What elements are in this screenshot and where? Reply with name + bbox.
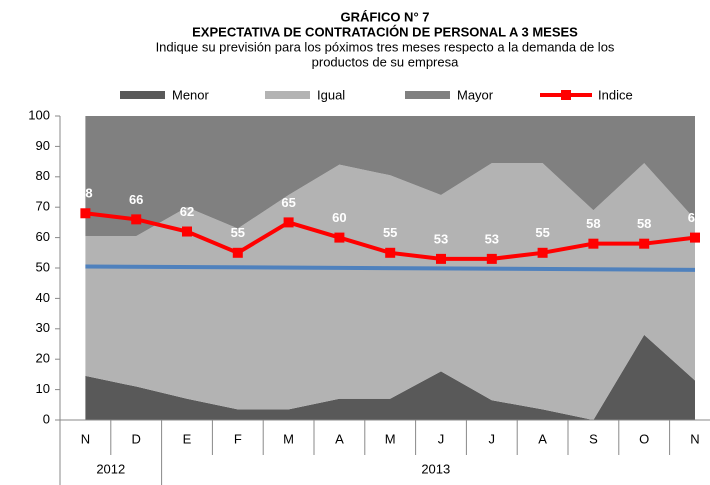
y-tick-label: 90 xyxy=(36,138,50,153)
area xyxy=(85,163,695,420)
marker xyxy=(283,217,294,228)
data-label: 62 xyxy=(180,204,194,219)
chart-title: EXPECTATIVA DE CONTRATACIÓN DE PERSONAL … xyxy=(192,24,578,39)
legend-swatch xyxy=(265,91,310,99)
marker xyxy=(690,232,700,243)
chart-title: GRÁFICO N° 7 xyxy=(341,9,430,24)
chart-subtitle: productos de su empresa xyxy=(312,54,459,69)
y-tick-label: 80 xyxy=(36,168,50,183)
x-tick-label: D xyxy=(132,431,141,446)
data-label: 66 xyxy=(129,192,143,207)
marker xyxy=(436,253,446,264)
legend-label: Indice xyxy=(598,87,633,102)
legend-label: Menor xyxy=(172,87,210,102)
legend-label: Mayor xyxy=(457,87,494,102)
y-tick-label: 40 xyxy=(36,290,50,305)
data-label: 58 xyxy=(637,216,651,231)
x-tick-label: F xyxy=(234,431,242,446)
x-tick-label: J xyxy=(489,431,496,446)
x-tick-label: A xyxy=(538,431,547,446)
data-label: 55 xyxy=(383,225,397,240)
marker xyxy=(588,238,599,249)
y-tick-label: 60 xyxy=(36,229,50,244)
y-tick-label: 10 xyxy=(36,381,50,396)
year-label: 2013 xyxy=(421,461,450,476)
y-tick-label: 0 xyxy=(43,411,50,426)
marker xyxy=(131,214,142,225)
marker xyxy=(334,232,345,243)
y-tick-label: 100 xyxy=(28,107,50,122)
x-tick-label: A xyxy=(335,431,344,446)
data-label: 53 xyxy=(434,231,448,246)
x-tick-label: M xyxy=(385,431,396,446)
y-tick-label: 20 xyxy=(36,351,50,366)
data-label: 55 xyxy=(231,225,245,240)
y-tick-label: 50 xyxy=(36,259,50,274)
data-label: 58 xyxy=(586,216,600,231)
marker xyxy=(537,247,548,258)
data-label: 60 xyxy=(332,210,346,225)
x-tick-label: N xyxy=(690,431,699,446)
data-label: 53 xyxy=(485,231,499,246)
marker xyxy=(80,208,91,219)
area xyxy=(85,116,695,237)
marker xyxy=(486,253,497,264)
legend-swatch xyxy=(120,91,165,99)
data-label: 60 xyxy=(688,210,702,225)
area xyxy=(85,334,695,420)
x-tick-label: N xyxy=(81,431,90,446)
data-label: 68 xyxy=(78,186,92,201)
legend-swatch xyxy=(561,90,571,100)
y-tick-label: 30 xyxy=(36,320,50,335)
chart-subtitle: Indique su previsión para los póximos tr… xyxy=(156,39,615,54)
y-tick-label: 70 xyxy=(36,199,50,214)
legend-swatch xyxy=(405,91,450,99)
x-tick-label: M xyxy=(283,431,294,446)
data-label: 65 xyxy=(281,195,295,210)
x-tick-label: J xyxy=(438,431,445,446)
data-label: 55 xyxy=(535,225,549,240)
x-tick-label: S xyxy=(589,431,598,446)
legend-label: Igual xyxy=(317,87,345,102)
marker xyxy=(385,247,396,258)
x-tick-label: E xyxy=(183,431,192,446)
marker xyxy=(639,238,650,249)
trend-line xyxy=(85,264,696,272)
marker xyxy=(232,247,243,258)
marker xyxy=(182,226,192,237)
year-label: 2012 xyxy=(96,461,125,476)
x-tick-label: O xyxy=(639,431,649,446)
